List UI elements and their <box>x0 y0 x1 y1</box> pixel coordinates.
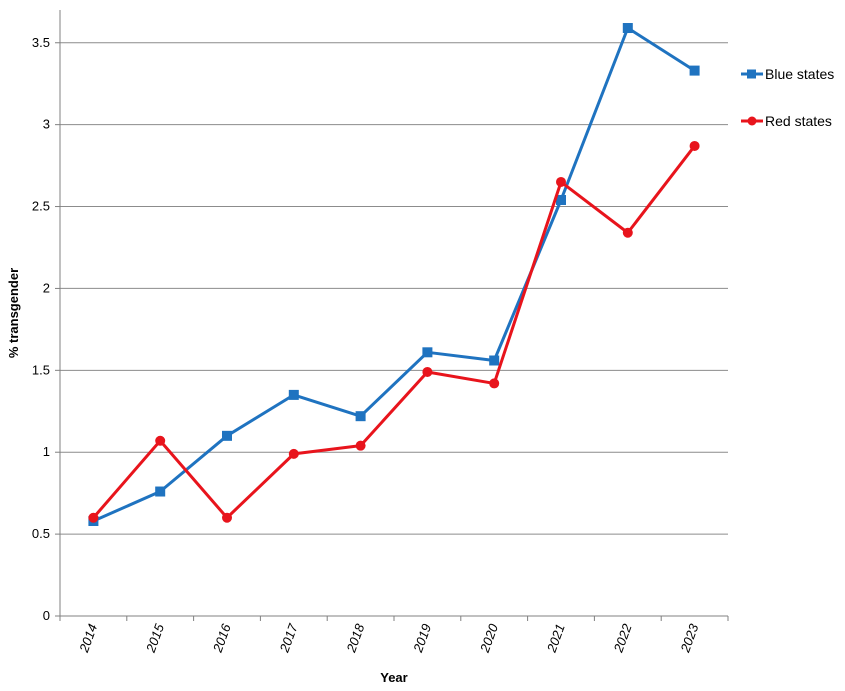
data-point <box>622 227 633 238</box>
x-tick-label: 2022 <box>610 621 635 655</box>
x-tick-label: 2015 <box>143 621 168 655</box>
series-red-states <box>88 140 700 523</box>
data-point <box>622 23 633 34</box>
y-tick-label: 2 <box>43 280 50 295</box>
data-point <box>288 448 299 459</box>
legend-swatch-marker <box>747 69 756 79</box>
x-tick-label: 2014 <box>76 622 100 655</box>
y-tick-label: 1 <box>43 444 50 459</box>
legend-swatch-marker <box>747 116 757 126</box>
legend-label: Red states <box>765 113 832 129</box>
data-point <box>288 389 299 400</box>
data-point <box>355 440 366 451</box>
series-blue-states <box>88 23 700 527</box>
legend-label: Blue states <box>765 66 834 82</box>
data-point <box>556 176 566 187</box>
series-line <box>92 145 696 520</box>
axes <box>59 10 728 617</box>
data-point <box>489 378 500 389</box>
y-axis-title: % transgender <box>6 268 21 358</box>
data-point <box>88 512 99 523</box>
x-tick-label: 2023 <box>677 621 702 655</box>
data-point <box>155 486 166 497</box>
x-tick-label: 2020 <box>477 621 502 655</box>
legend-item: Red states <box>741 113 832 129</box>
data-point <box>422 366 433 377</box>
y-tick-label: 0.5 <box>32 526 50 541</box>
data-point <box>355 411 366 422</box>
y-tick-label: 3.5 <box>32 35 50 50</box>
y-tick-label: 2.5 <box>32 199 50 214</box>
y-tick-label: 1.5 <box>32 362 50 377</box>
data-point <box>222 430 232 441</box>
x-tick-label: 2019 <box>410 622 434 655</box>
data-point <box>489 355 500 366</box>
data-point <box>556 194 566 205</box>
legend-item: Blue states <box>741 66 834 82</box>
x-tick-label: 2018 <box>343 621 368 655</box>
legend: Blue states Red states <box>741 66 834 129</box>
data-point <box>422 347 433 358</box>
y-tick-labels: 0 0.5 1 1.5 2 2.5 3 3.5 <box>32 35 50 623</box>
series-line <box>92 26 696 523</box>
x-axis-title: Year <box>380 670 407 685</box>
x-tick-labels: 2014 2015 2016 2017 2018 2019 2020 2021 2022 2023 <box>76 621 702 655</box>
data-point <box>222 512 232 523</box>
y-tick-label: 0 <box>43 608 50 623</box>
series-layer <box>88 23 700 527</box>
data-point <box>689 140 700 151</box>
y-tick-label: 3 <box>43 117 50 132</box>
x-tick-label: 2017 <box>276 621 301 655</box>
data-point <box>689 65 700 76</box>
x-tick-label: 2021 <box>543 622 567 655</box>
gridlines <box>55 42 729 621</box>
data-point <box>155 435 166 446</box>
x-tick-label: 2016 <box>209 621 234 655</box>
